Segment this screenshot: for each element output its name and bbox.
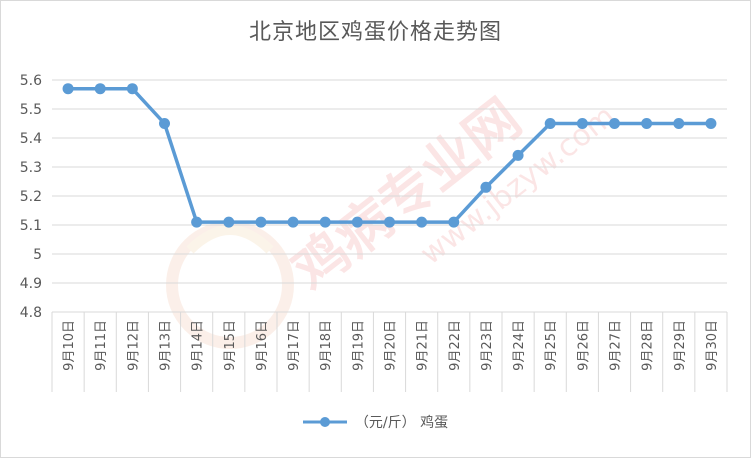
data-point: [544, 118, 556, 129]
chart-title: 北京地区鸡蛋价格走势图: [248, 20, 502, 45]
x-tick-label: 9月27日: [609, 320, 624, 371]
y-tick-label: 4.8: [20, 305, 42, 321]
x-tick-label: 9月21日: [416, 320, 431, 371]
x-tick-label: 9月11日: [94, 320, 109, 371]
data-point: [673, 118, 685, 129]
x-tick-label: 9月26日: [576, 320, 591, 371]
x-tick-label: 9月14日: [191, 320, 206, 371]
data-point: [223, 216, 235, 228]
data-point: [512, 149, 524, 161]
x-tick-label: 9月20日: [384, 320, 399, 371]
x-tick-label: 9月30日: [705, 320, 720, 371]
data-point: [94, 83, 106, 95]
y-tick-label: 5.5: [20, 102, 42, 118]
x-tick-label: 9月10日: [62, 320, 77, 371]
data-point: [255, 216, 267, 228]
data-point: [609, 118, 620, 129]
x-tick-label: 9月12日: [126, 320, 141, 371]
data-point: [351, 216, 363, 228]
data-point: [641, 118, 653, 129]
y-tick-label: 5.6: [20, 73, 42, 89]
data-point: [287, 216, 299, 228]
x-tick-label: 9月22日: [448, 320, 463, 371]
x-tick-label: 9月28日: [641, 320, 656, 371]
grid-lines: [51, 79, 728, 392]
x-tick-label: 9月23日: [480, 320, 495, 371]
data-point: [62, 83, 74, 95]
legend-line-marker-icon: [302, 417, 347, 427]
y-tick-label: 5.4: [20, 131, 42, 147]
data-point: [480, 181, 492, 193]
x-tick-label: 9月18日: [319, 320, 334, 371]
data-point: [448, 216, 460, 228]
data-point: [191, 216, 203, 228]
x-tick-label: 9月24日: [512, 320, 527, 371]
data-point: [416, 216, 428, 228]
series-egg: [62, 83, 717, 228]
y-axis-ticks: 4.8 4.9 5 5.1 5.2 5.3 5.4 5.5 5.6: [20, 73, 42, 321]
y-tick-label: 5: [33, 247, 42, 263]
x-tick-label: 9月19日: [351, 320, 366, 371]
y-tick-label: 4.9: [20, 276, 42, 292]
x-tick-label: 9月29日: [673, 320, 688, 371]
y-tick-label: 5.2: [20, 189, 42, 205]
x-axis-ticks: 9月10日 9月11日 9月12日 9月13日 9月14日 9月15日 9月16日 9月17日…: [62, 320, 720, 371]
data-point: [705, 118, 717, 129]
x-tick-label: 9月25日: [544, 320, 559, 371]
data-point: [159, 118, 170, 129]
y-tick-label: 5.1: [20, 218, 42, 234]
y-tick-label: 5.3: [20, 160, 42, 176]
data-point: [319, 216, 331, 228]
x-tick-label: 9月17日: [287, 320, 302, 371]
x-tick-label: 9月13日: [159, 320, 174, 371]
data-point: [384, 216, 395, 228]
data-point: [126, 83, 138, 95]
data-point: [576, 118, 588, 129]
x-tick-label: 9月15日: [223, 320, 238, 371]
legend: （元/斤） 鸡蛋: [0, 412, 751, 432]
x-tick-label: 9月16日: [255, 320, 270, 371]
legend-label: （元/斤） 鸡蛋: [354, 415, 449, 431]
